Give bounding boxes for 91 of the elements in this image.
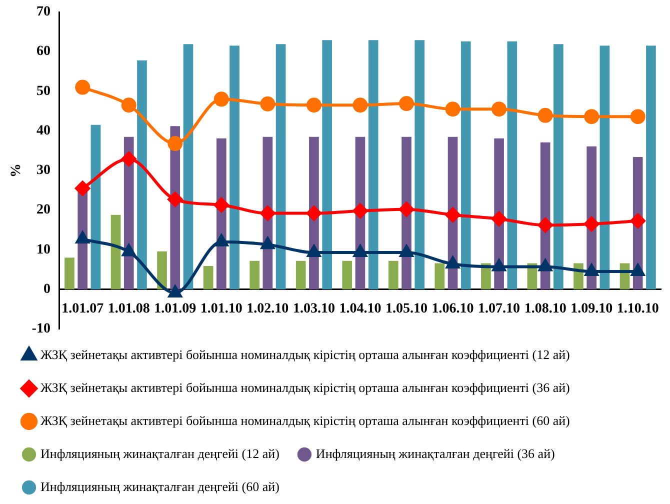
bar <box>203 266 214 290</box>
bar <box>388 260 398 290</box>
point <box>306 98 322 113</box>
point <box>492 102 507 117</box>
bar <box>646 46 656 290</box>
bar <box>64 258 74 290</box>
point <box>354 245 367 258</box>
x-tick-label: 1.06.10 <box>432 301 474 316</box>
x-tick-label: 1.01.08 <box>108 301 150 316</box>
point <box>630 109 646 124</box>
y-tick-label: 20 <box>36 202 50 218</box>
point <box>584 216 600 232</box>
point <box>168 136 183 152</box>
point <box>121 98 136 113</box>
bar <box>322 40 332 290</box>
bar <box>137 60 147 290</box>
point <box>260 237 274 250</box>
y-tick-label: 70 <box>36 4 50 20</box>
y-tick-label: 40 <box>36 123 50 138</box>
legend-label: Инфляцияның жинақталған деңгейі (12 ай) <box>40 446 280 461</box>
x-tick-label: 1.01.10 <box>200 301 242 316</box>
point <box>584 264 598 276</box>
bar <box>460 41 471 290</box>
bar <box>507 41 518 290</box>
point <box>400 245 414 258</box>
point <box>584 109 600 124</box>
legend-label: Инфляцияның жинақталған деңгейі (60 ай) <box>40 478 280 494</box>
bar <box>157 251 167 290</box>
legend-label: ЖЗҚ зейнетақы активтері бойынша номиналдық кірістің орташа алынған коэффициенті (36 ай) <box>40 380 570 395</box>
bar <box>183 44 194 290</box>
point <box>538 108 553 123</box>
x-tick-label: 1.05.10 <box>386 301 428 316</box>
bar <box>342 260 352 290</box>
x-tick-label: 1.10.10 <box>616 301 659 316</box>
x-tick-label: 1.08.10 <box>524 301 566 316</box>
x-tick-label: 1.04.10 <box>339 301 382 316</box>
point <box>75 80 90 95</box>
x-tick-label: 1.02.10 <box>246 301 289 316</box>
bar <box>296 260 306 290</box>
point <box>538 218 553 233</box>
x-tick-label: 1.09.10 <box>570 301 613 316</box>
y-tick-label: -10 <box>32 322 50 337</box>
y-tick-label: 0 <box>43 282 50 297</box>
x-tick-label: 1.03.10 <box>292 301 335 316</box>
point <box>121 152 136 167</box>
x-tick-label: 1.01.09 <box>154 301 196 316</box>
point <box>75 180 90 196</box>
point <box>260 206 276 221</box>
point <box>260 96 276 112</box>
point <box>306 206 322 221</box>
point <box>492 211 507 226</box>
bar <box>554 44 564 290</box>
bar <box>90 124 101 290</box>
point <box>168 192 183 207</box>
y-tick-label: 50 <box>36 84 50 99</box>
point <box>214 92 229 107</box>
point <box>352 203 368 218</box>
point <box>76 232 90 244</box>
point <box>352 98 368 113</box>
point <box>214 197 229 212</box>
bar <box>434 263 445 290</box>
bar <box>368 40 378 290</box>
point <box>446 256 460 269</box>
point <box>122 244 136 256</box>
point <box>399 96 414 112</box>
bar <box>230 46 240 290</box>
legend-label: Инфляцияның жинақталған деңгейі (36 ай) <box>316 446 555 461</box>
bar <box>110 214 121 290</box>
point <box>399 202 414 217</box>
bar <box>600 46 610 290</box>
legend-label: ЖЗҚ зейнетақы активтері бойынша номиналдық кірістің орташа алынған коэффициенті (12 ай) <box>40 346 570 362</box>
point <box>445 207 460 222</box>
point <box>168 285 182 298</box>
y-axis-title: % <box>9 164 24 178</box>
x-tick-label: 1.07.10 <box>478 301 520 316</box>
point <box>445 102 460 117</box>
point <box>631 264 645 276</box>
point <box>214 234 228 246</box>
bar <box>250 260 260 290</box>
y-tick-label: 10 <box>36 242 50 258</box>
point <box>630 213 646 228</box>
bar <box>481 263 491 290</box>
bar <box>276 44 286 290</box>
y-tick-label: 60 <box>36 44 50 60</box>
point <box>492 259 506 272</box>
x-tick-label: 1.01.07 <box>62 301 104 316</box>
point <box>538 259 552 272</box>
y-tick-label: 30 <box>36 163 50 178</box>
point <box>307 245 321 258</box>
bar <box>414 40 425 290</box>
legend-label: ЖЗҚ зейнетақы активтері бойынша номиналдық кірістің орташа алынған коэффициенті (60 ай) <box>40 412 570 428</box>
